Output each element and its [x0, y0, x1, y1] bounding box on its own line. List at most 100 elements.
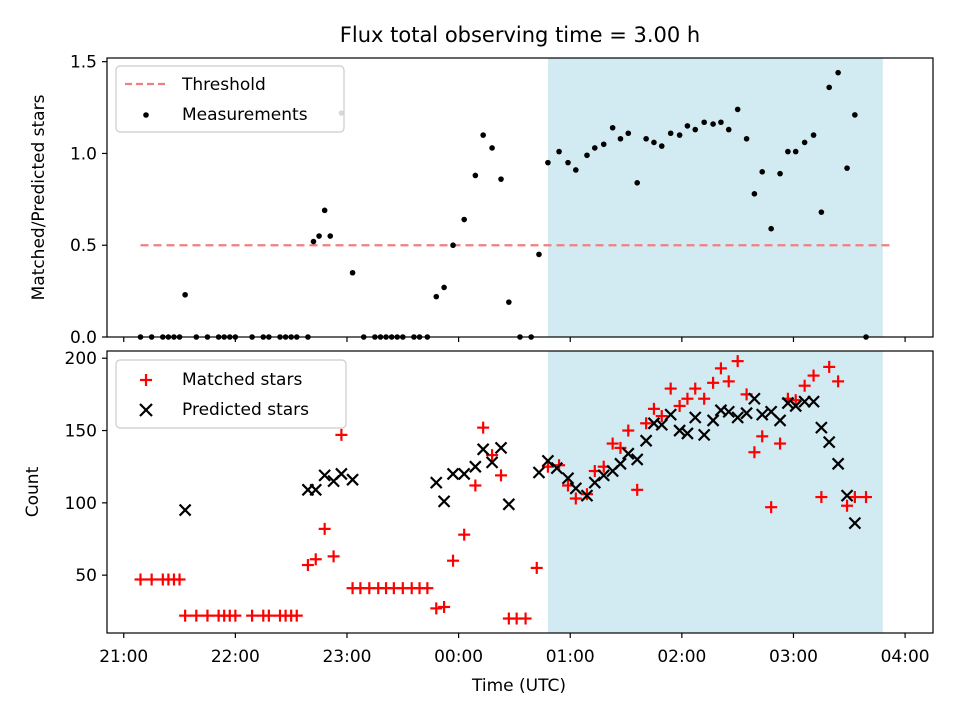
predicted-star-point	[614, 457, 627, 471]
matched-star-point	[640, 417, 653, 430]
measurement-point	[835, 69, 841, 76]
matched-star-point	[179, 609, 192, 622]
matched-star-point	[246, 609, 259, 622]
measurement-point	[609, 124, 616, 131]
predicted-star-point	[755, 408, 769, 421]
matched-star-point	[631, 483, 644, 496]
measurement-point	[461, 216, 467, 223]
matched-star-point	[647, 402, 660, 415]
matched-star-point	[698, 392, 711, 405]
bottom-y-axis-label: Count	[23, 466, 43, 517]
bottom-panel: 50 100 150 200 21:00 22:00 23:00 00:00 01:00 02:…	[23, 349, 934, 696]
measurement-point	[667, 130, 674, 137]
top-y-tick-label: 0.5	[70, 236, 97, 256]
matched-star-point	[318, 522, 331, 535]
predicted-star-point	[831, 457, 845, 471]
matched-star-point	[335, 428, 348, 441]
predicted-star-point	[664, 408, 677, 421]
matched-star-point	[807, 369, 820, 382]
measurement-point	[684, 123, 691, 129]
matched-star-point	[290, 609, 303, 622]
matched-star-point	[190, 609, 203, 622]
predicted-star-point	[346, 473, 359, 486]
matched-star-point	[707, 376, 720, 389]
measurement-point	[844, 165, 850, 171]
measurement-point	[634, 180, 641, 186]
matched-star-point	[622, 424, 635, 437]
measurement-point	[584, 152, 590, 159]
predicted-star-point	[840, 489, 854, 502]
predicted-star-point	[485, 456, 499, 469]
measurement-point	[182, 291, 188, 298]
matched-star-point	[421, 582, 434, 595]
measurement-point	[676, 132, 683, 138]
measurement-point	[768, 225, 774, 232]
predicted-star-point	[469, 460, 482, 473]
bottom-y-tick-label: 150	[65, 422, 97, 442]
measurement-point	[792, 148, 799, 155]
legend-predicted-label: Predicted stars	[182, 400, 309, 420]
matched-star-point	[748, 446, 761, 459]
matched-star-point	[798, 379, 811, 392]
legend-matched-label: Matched stars	[182, 370, 302, 390]
measurement-point	[718, 119, 724, 126]
measurement-point	[349, 269, 356, 276]
measurement-point	[433, 293, 440, 300]
measurement-point	[852, 112, 858, 118]
predicted-star-point	[437, 495, 451, 508]
top-panel: 0.0 0.5 1.0 1.5 Matched/Predicted stars Thr…	[29, 53, 934, 348]
top-legend-box	[115, 65, 345, 133]
bottom-axes-frame	[106, 350, 934, 634]
measurement-point	[498, 176, 504, 182]
measurement-point	[692, 126, 699, 133]
bottom-y-tick-label: 100	[65, 494, 97, 514]
measurement-point	[701, 119, 707, 126]
bottom-y-tick-label: 200	[65, 349, 97, 369]
predicted-star-point	[655, 418, 669, 432]
legend-measurements-label: Measurements	[182, 105, 308, 125]
matched-star-point	[614, 441, 627, 454]
measurement-point	[759, 169, 766, 175]
legend-threshold-label: Threshold	[181, 75, 266, 95]
matched-star-point	[832, 375, 845, 388]
top-highlight-span	[547, 58, 883, 337]
predicted-star-point	[476, 443, 490, 456]
measurement-point	[725, 126, 732, 133]
measurement-point	[643, 135, 649, 142]
matched-star-point	[860, 491, 873, 504]
matched-star-point	[815, 491, 828, 504]
predicted-star-point	[597, 469, 610, 482]
predicted-star-point	[848, 516, 862, 530]
matched-star-point	[447, 554, 460, 567]
measurement-point	[600, 141, 607, 148]
measurement-point	[545, 159, 551, 166]
bottom-legend-box	[115, 359, 347, 429]
matched-star-point	[673, 399, 686, 412]
predicted-star-point	[621, 447, 635, 460]
matched-star-point	[823, 360, 836, 373]
measurements-series	[137, 69, 869, 340]
measurement-point	[777, 170, 783, 177]
matched-star-point	[606, 437, 619, 450]
predicted-star-point	[457, 467, 471, 481]
predicted-star-point	[706, 414, 720, 427]
predicted-star-point	[822, 435, 836, 449]
top-y-axis-label: Matched/Predicted stars	[29, 94, 49, 300]
matched-star-point	[530, 561, 543, 574]
measurement-point	[556, 148, 562, 155]
measurement-point	[818, 209, 825, 215]
predicted-star-point	[773, 414, 787, 427]
matched-star-point	[765, 501, 778, 514]
predicted-star-point	[697, 428, 711, 442]
predicted-star-point	[580, 489, 594, 502]
predicted-star-point	[541, 454, 555, 468]
matched-star-point	[731, 355, 744, 368]
matched-star-point	[714, 362, 727, 375]
predicted-star-point	[688, 411, 702, 424]
legend-measurements-swatch	[143, 112, 149, 118]
legend-matched-swatch	[140, 374, 152, 386]
predicted-star-point	[550, 461, 564, 475]
matched-star-point	[495, 469, 508, 482]
matched-star-point	[756, 430, 769, 443]
predicted-star-point	[335, 467, 348, 481]
